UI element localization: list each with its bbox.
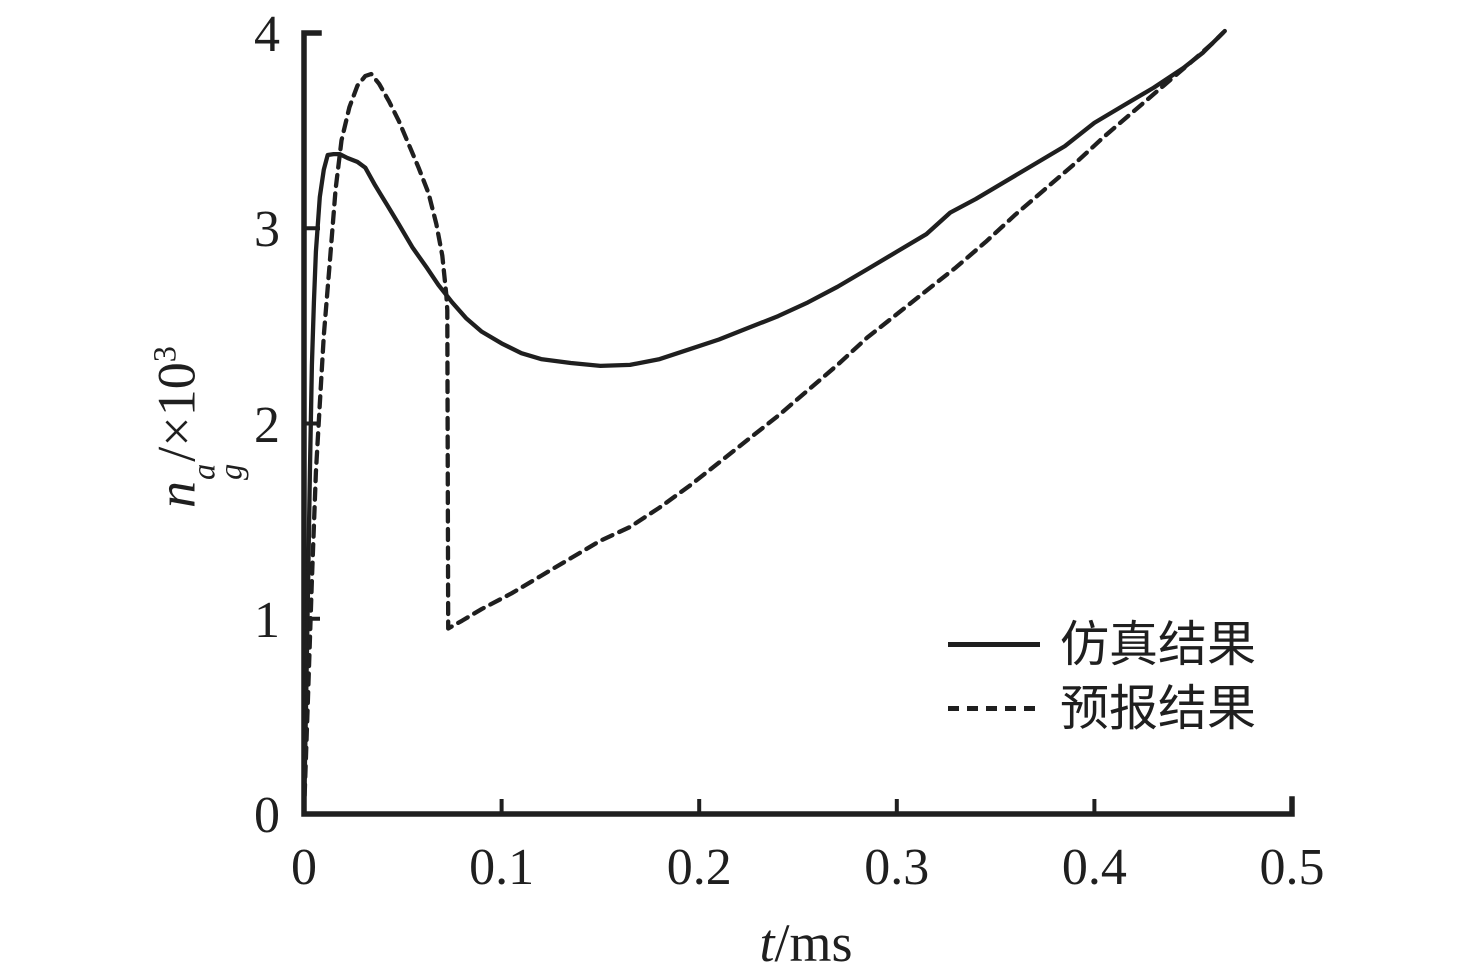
- x-tick-label: 0.3: [864, 839, 930, 896]
- legend: 仿真结果 预报结果: [948, 616, 1256, 736]
- x-tick-label: 0.2: [666, 839, 732, 896]
- y-axis-variable: n: [146, 480, 207, 508]
- legend-item: 仿真结果: [948, 616, 1256, 672]
- legend-item-label: 仿真结果: [1060, 616, 1257, 672]
- x-axis-variable: t: [759, 913, 775, 964]
- y-tick-label: 1: [254, 591, 280, 649]
- y-axis-subscript: g: [213, 463, 250, 480]
- x-axis-label: t/ms: [759, 916, 852, 964]
- x-tick-label: 0.1: [469, 839, 535, 896]
- x-tick-label: 0: [291, 839, 317, 896]
- y-tick-label: 3: [254, 201, 280, 259]
- legend-item: 预报结果: [948, 680, 1256, 736]
- y-axis-exponent: 3: [147, 346, 184, 363]
- y-tick-label: 4: [254, 6, 280, 63]
- legend-item-label: 预报结果: [1060, 680, 1257, 736]
- x-tick-label: 0.4: [1061, 839, 1127, 896]
- x-axis-unit: /ms: [774, 913, 853, 964]
- y-tick-label: 2: [254, 396, 280, 454]
- series-line-solid: [301, 30, 1225, 817]
- series-line-dashed: [301, 28, 1227, 817]
- x-tick-label: 0.5: [1259, 839, 1325, 896]
- legend-line-sample-solid: [948, 641, 1040, 647]
- legend-line-sample-dashed: [948, 705, 1040, 711]
- y-tick-label: 0: [254, 787, 280, 844]
